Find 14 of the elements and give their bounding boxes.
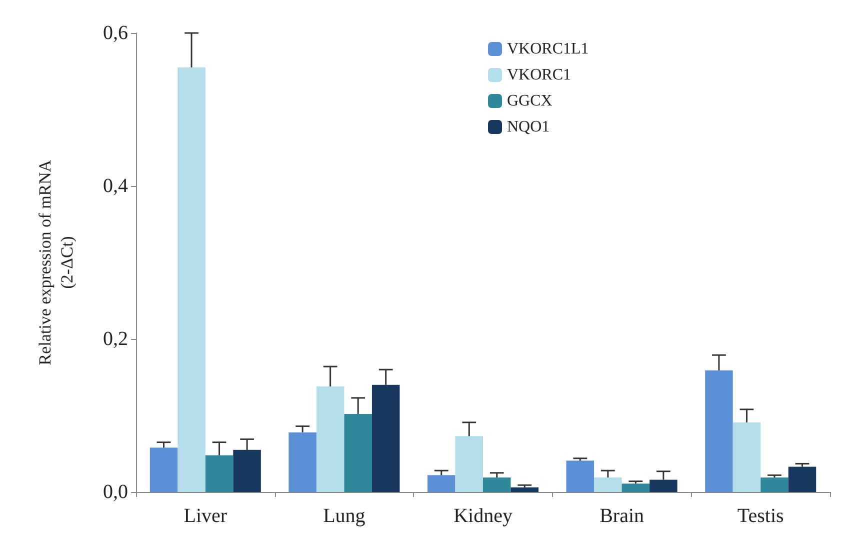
legend-label: GGCX [507, 92, 553, 110]
legend-label: NQO1 [507, 118, 550, 136]
y-tick-label: 0,2 [103, 328, 128, 350]
x-tick-label: Testis [737, 505, 784, 527]
x-tick-label: Brain [600, 505, 644, 527]
y-tick-label: 0,6 [103, 22, 128, 44]
legend-label: VKORC1 [507, 66, 572, 84]
x-tick-label: Lung [323, 505, 366, 527]
x-tick-label: Kidney [454, 505, 512, 527]
x-tick-label: Liver [184, 505, 228, 527]
y-tick-label: 0,0 [103, 481, 128, 503]
y-axis-title: Relative expression of mRNA (2-ΔCt) [36, 159, 76, 366]
y-tick-label: 0,4 [103, 175, 128, 197]
legend-label: VKORC1L1 [507, 40, 589, 58]
